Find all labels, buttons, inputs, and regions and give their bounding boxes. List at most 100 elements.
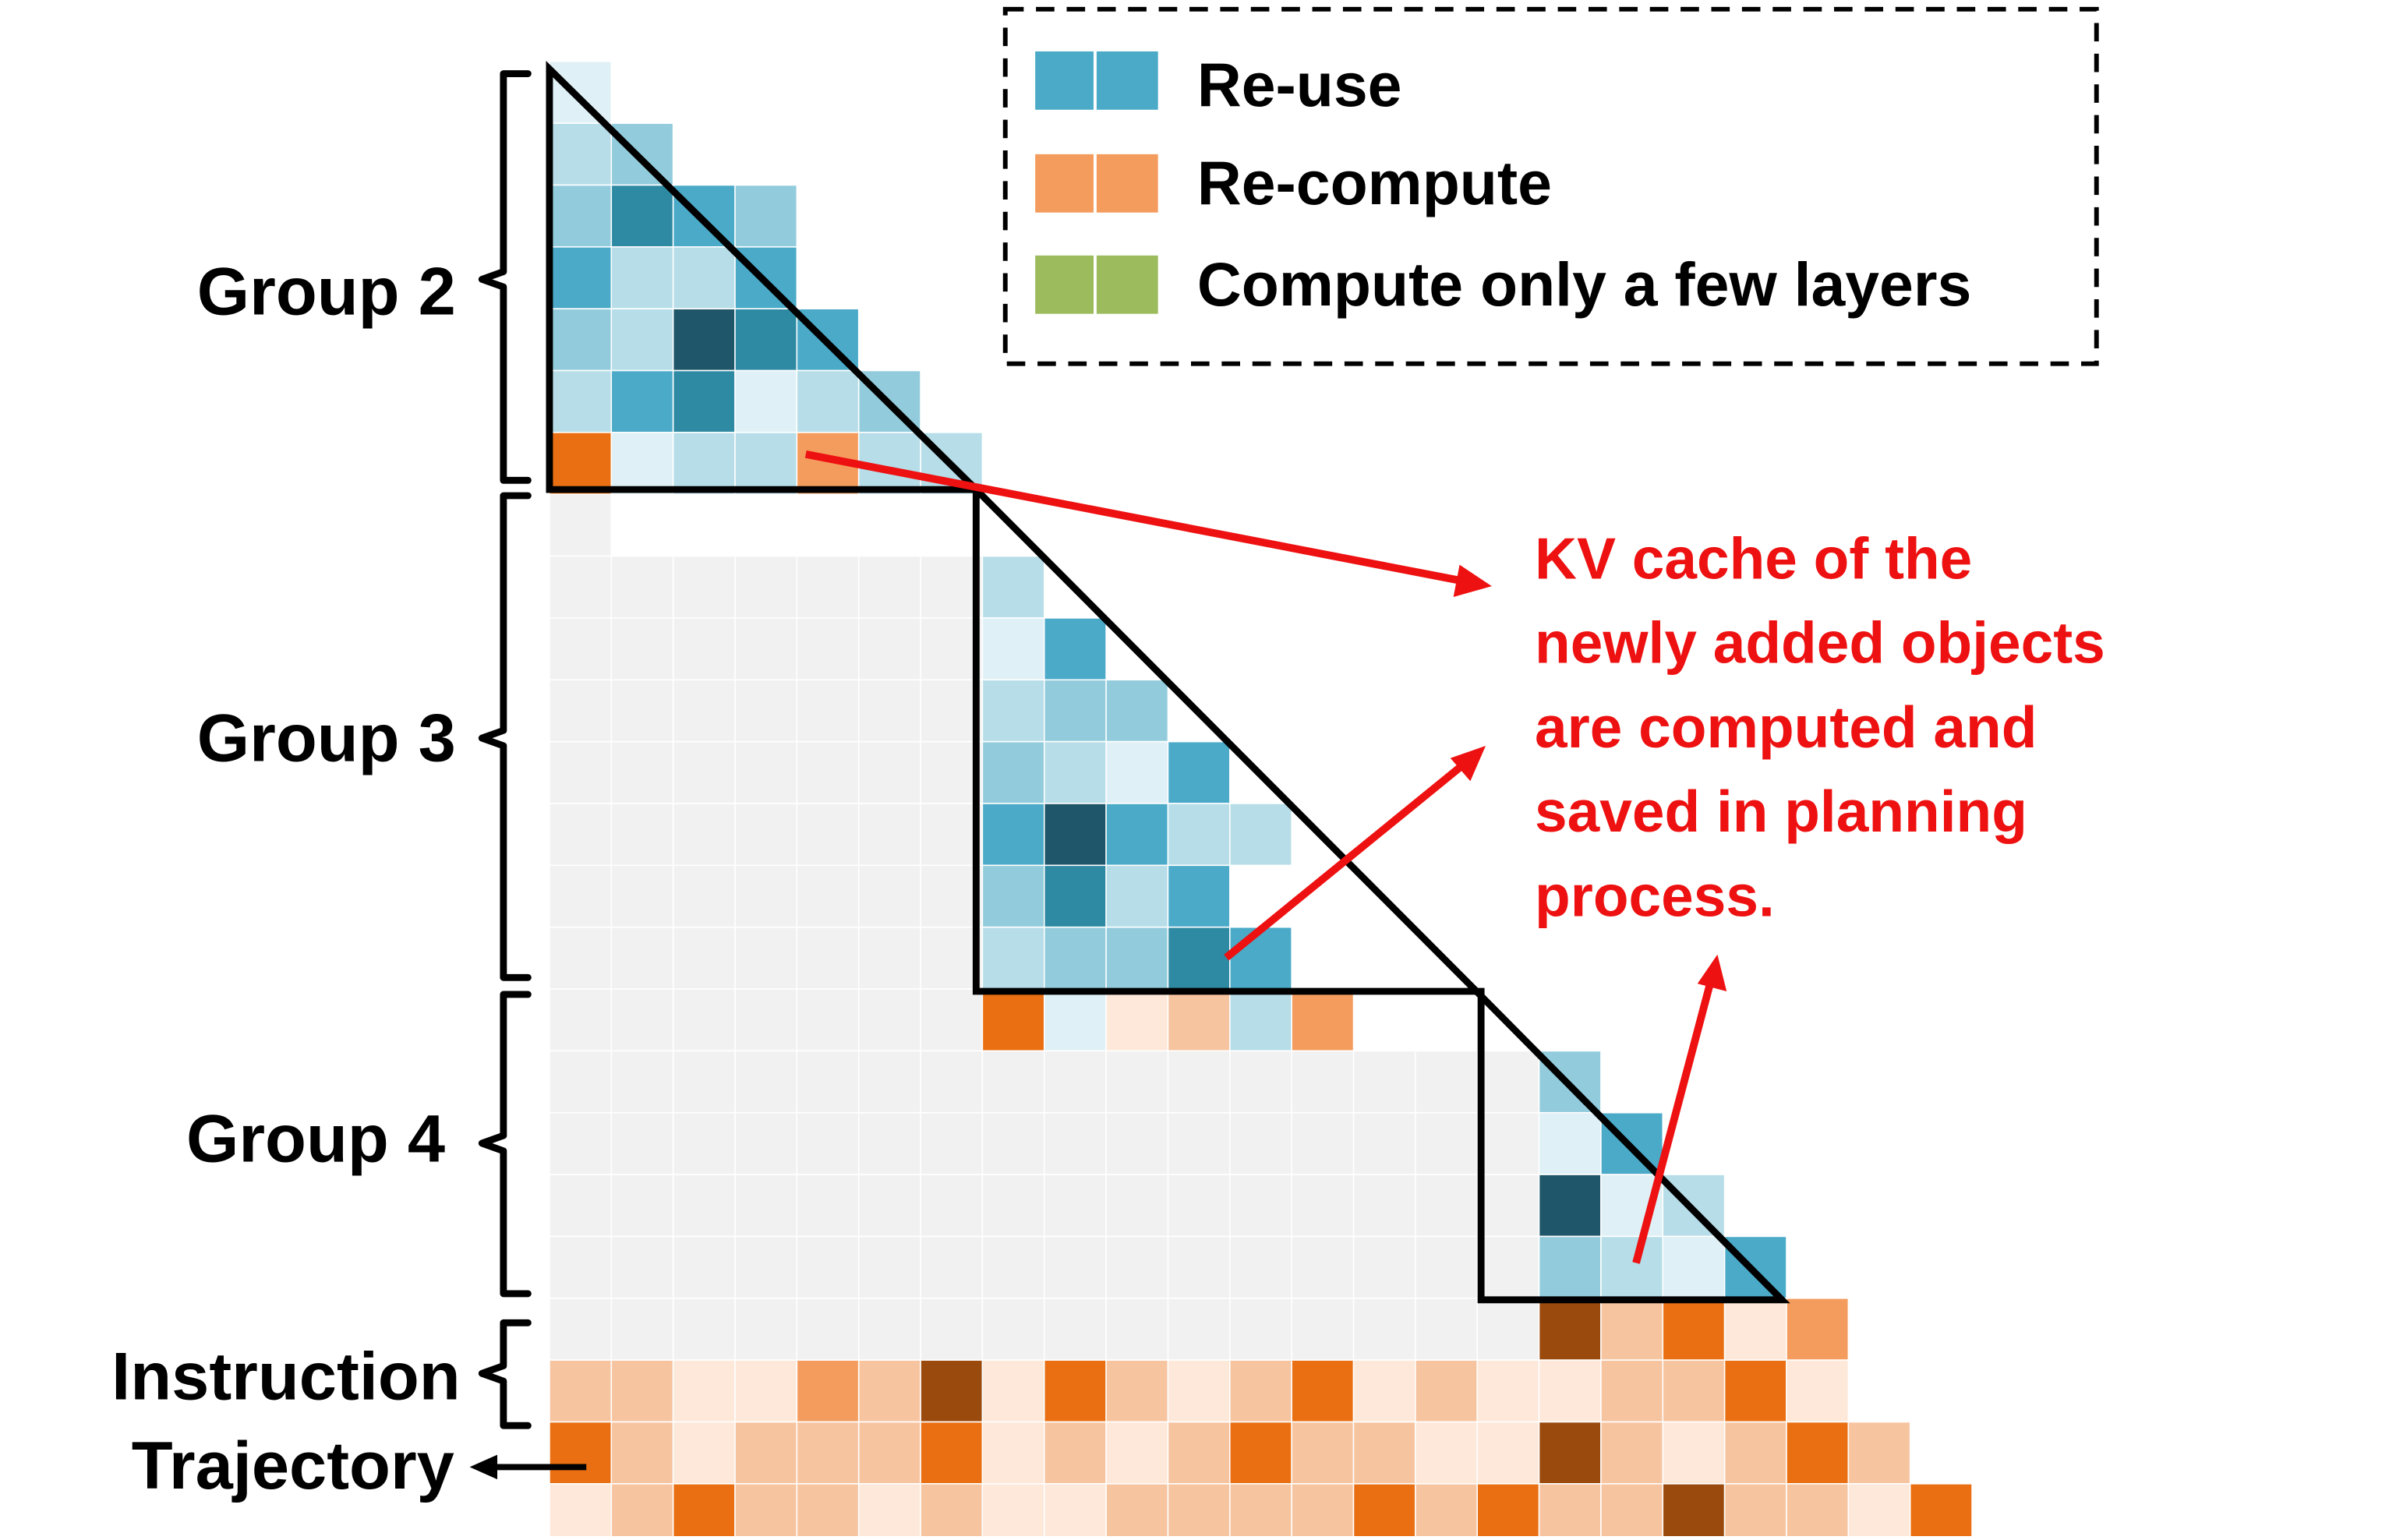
matrix-cell (1167, 1298, 1231, 1361)
matrix-cell (1847, 1483, 1911, 1540)
matrix-cell (1662, 1235, 1726, 1299)
legend: Re-use Re-compute Compute only a few lay… (1002, 6, 2099, 366)
matrix-cell (734, 555, 798, 619)
matrix-cell (981, 1174, 1045, 1238)
matrix-cell (796, 1111, 860, 1175)
matrix-cell (796, 864, 860, 928)
matrix-cell (1043, 1174, 1107, 1238)
matrix-cell (1723, 1359, 1787, 1423)
matrix-cell (1043, 1111, 1107, 1175)
matrix-cell (610, 122, 674, 186)
matrix-cell (796, 1298, 860, 1361)
matrix-cell (1476, 1298, 1540, 1361)
matrix-cell (1229, 803, 1292, 867)
matrix-cell (1105, 1359, 1169, 1423)
matrix-cell (1105, 1050, 1169, 1114)
matrix-cell (1786, 1359, 1850, 1423)
matrix-cell (672, 988, 736, 1052)
matrix-cell (1476, 1111, 1540, 1175)
matrix-cell (796, 1483, 860, 1540)
group-4-outline (1468, 987, 1790, 1304)
matrix-cell (796, 1050, 860, 1114)
matrix-cell (672, 369, 736, 433)
matrix-cell (1167, 1483, 1231, 1540)
matrix-cell (1600, 1359, 1664, 1423)
matrix-cell (1043, 1483, 1107, 1540)
matrix-cell (672, 432, 736, 496)
matrix-cell (857, 617, 921, 681)
row-labels: Group 2 Group 3 Group 4 Instruction Traj… (111, 255, 461, 1503)
matrix-cell (672, 617, 736, 681)
matrix-cell (1229, 1298, 1292, 1361)
matrix-cell (1105, 1235, 1169, 1299)
matrix-cell (1352, 1235, 1416, 1299)
matrix-cell (1105, 740, 1169, 804)
matrix-cell (857, 1235, 921, 1299)
matrix-cell (1229, 1235, 1292, 1299)
matrix-cell (672, 1111, 736, 1175)
legend-swatch-recompute (1034, 152, 1160, 214)
matrix-cell (672, 308, 736, 372)
matrix-cell (1476, 1421, 1540, 1485)
matrix-cell (796, 679, 860, 743)
matrix-cell (1786, 1483, 1850, 1540)
matrix-cell (1600, 1235, 1664, 1299)
matrix-cell (981, 864, 1045, 928)
matrix-cell (1229, 1483, 1292, 1540)
legend-swatch-reuse (1034, 49, 1160, 111)
legend-swatch-cell (1094, 253, 1160, 316)
matrix-cell (1291, 1483, 1355, 1540)
matrix-cell (857, 1483, 921, 1540)
matrix-cell (920, 1421, 984, 1485)
matrix-cell (734, 1421, 798, 1485)
matrix-cell (610, 988, 674, 1052)
group-4-label: Group 4 (186, 1102, 445, 1177)
attention-matrix (549, 60, 1973, 1540)
matrix-cell (1662, 1174, 1726, 1238)
matrix-cell (1476, 1483, 1540, 1540)
matrix-cell (734, 184, 798, 248)
matrix-cell (1105, 1174, 1169, 1238)
matrix-cell (610, 1483, 674, 1540)
matrix-cell (1229, 1174, 1292, 1238)
annotation-arrows (804, 450, 1727, 1264)
matrix-cell (920, 1483, 984, 1540)
group-2-brace (478, 70, 532, 484)
matrix-cell (857, 1050, 921, 1114)
matrix-cell (672, 926, 736, 990)
matrix-cell (1167, 1111, 1231, 1175)
matrix-cell (672, 555, 736, 619)
matrix-cell (672, 1421, 736, 1485)
matrix-cell (1476, 1174, 1540, 1238)
matrix-cell (1105, 988, 1169, 1052)
matrix-cell (610, 1111, 674, 1175)
matrix-cell (1352, 1174, 1416, 1238)
matrix-cell (549, 679, 613, 743)
matrix-cell (1167, 1050, 1231, 1114)
matrix-cell (1291, 1174, 1355, 1238)
matrix-cell (857, 926, 921, 990)
matrix-cell (672, 1174, 736, 1238)
matrix-cell (549, 1174, 613, 1238)
matrix-cell (796, 988, 860, 1052)
annotation-line-3: are computed and (1535, 694, 2037, 760)
matrix-cell (981, 555, 1045, 619)
matrix-cell (1229, 1359, 1292, 1423)
matrix-cell (981, 1235, 1045, 1299)
matrix-cell (981, 1359, 1045, 1423)
matrix-cell (920, 864, 984, 928)
matrix-cell (549, 122, 613, 186)
matrix-cell (981, 1111, 1045, 1175)
matrix-cell (1538, 1421, 1602, 1485)
matrix-cell (549, 1359, 613, 1423)
matrix-cell (1662, 1483, 1726, 1540)
matrix-cell (1415, 1174, 1479, 1238)
matrix-cell (1105, 1298, 1169, 1361)
group-4-brace (478, 991, 532, 1298)
matrix-cell (1043, 1235, 1107, 1299)
matrix-cell (734, 1298, 798, 1361)
matrix-cell (1167, 1235, 1231, 1299)
group-braces (478, 70, 532, 1429)
matrix-cell (920, 1050, 984, 1114)
